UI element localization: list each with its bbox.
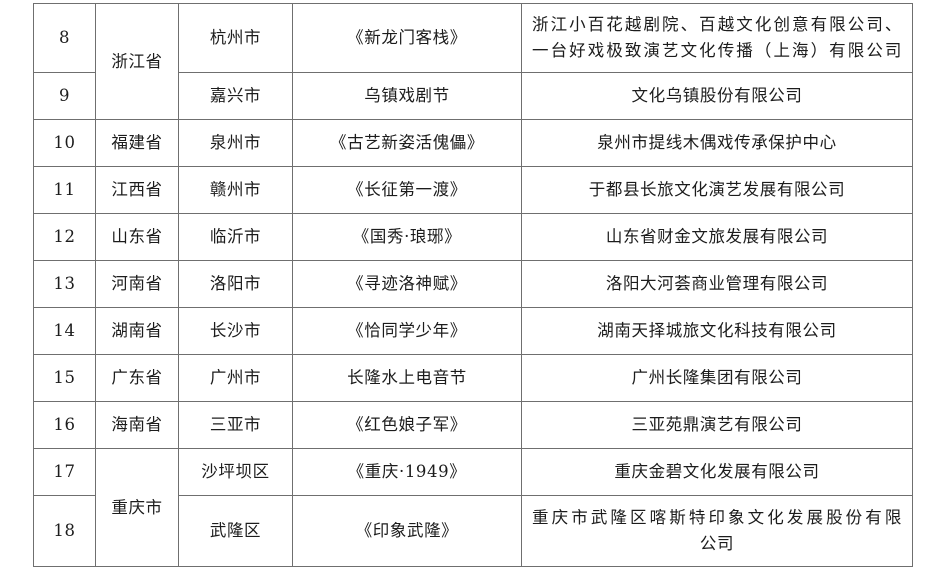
cell-city: 泉州市 (178, 119, 293, 167)
cell-organization: 泉州市提线木偶戏传承保护中心 (521, 119, 913, 167)
cell-organization: 于都县长旅文化演艺发展有限公司 (521, 166, 913, 214)
table-row: 15 广东省 广州市 长隆水上电音节 广州长隆集团有限公司 (33, 354, 913, 402)
table-row: 12 山东省 临沂市 《国秀·琅琊》 山东省财金文旅发展有限公司 (33, 213, 913, 261)
cell-province-merged: 重庆市 (95, 448, 179, 567)
cell-province: 江西省 (95, 166, 179, 214)
project-table: 8 浙江省 杭州市 《新龙门客栈》 浙江小百花越剧院、百越文化创意有限公司、 一… (33, 3, 913, 567)
cell-city: 杭州市 (178, 3, 293, 73)
cell-organization: 重庆金碧文化发展有限公司 (521, 448, 913, 496)
cell-city: 长沙市 (178, 307, 293, 355)
cell-city: 洛阳市 (178, 260, 293, 308)
organization-line-2: 公司 (699, 534, 735, 553)
cell-organization: 洛阳大河荟商业管理有限公司 (521, 260, 913, 308)
cell-organization: 广州长隆集团有限公司 (521, 354, 913, 402)
cell-project: 《新龙门客栈》 (292, 3, 522, 73)
cell-province: 海南省 (95, 401, 179, 449)
cell-city: 沙坪坝区 (178, 448, 293, 496)
page-root: 8 浙江省 杭州市 《新龙门客栈》 浙江小百花越剧院、百越文化创意有限公司、 一… (33, 3, 913, 567)
cell-province: 河南省 (95, 260, 179, 308)
cell-province: 福建省 (95, 119, 179, 167)
table-row: 8 浙江省 杭州市 《新龙门客栈》 浙江小百花越剧院、百越文化创意有限公司、 一… (33, 3, 913, 120)
cell-project: 长隆水上电音节 (292, 354, 522, 402)
cell-city: 武隆区 (178, 495, 293, 567)
organization-line-1: 浙江小百花越剧院、百越文化创意有限公司、 (532, 15, 902, 35)
cell-organization: 三亚苑鼎演艺有限公司 (521, 401, 913, 449)
cell-project: 《寻迹洛神赋》 (292, 260, 522, 308)
cell-number: 9 (33, 72, 96, 120)
cell-number: 11 (33, 166, 96, 214)
cell-organization: 山东省财金文旅发展有限公司 (521, 213, 913, 261)
cell-province: 广东省 (95, 354, 179, 402)
cell-province-merged: 浙江省 (95, 3, 179, 120)
table-row: 13 河南省 洛阳市 《寻迹洛神赋》 洛阳大河荟商业管理有限公司 (33, 260, 913, 308)
cell-organization: 重庆市武隆区喀斯特印象文化发展股份有限 公司 (521, 495, 913, 567)
cell-city: 三亚市 (178, 401, 293, 449)
table-row: 14 湖南省 长沙市 《恰同学少年》 湖南天择城旅文化科技有限公司 (33, 307, 913, 355)
cell-number: 12 (33, 213, 96, 261)
cell-number: 14 (33, 307, 96, 355)
organization-line-2: 一台好戏极致演艺文化传播（上海）有限公司 (532, 41, 902, 60)
cell-organization: 湖南天择城旅文化科技有限公司 (521, 307, 913, 355)
table-row: 10 福建省 泉州市 《古艺新姿活傀儡》 泉州市提线木偶戏传承保护中心 (33, 119, 913, 167)
cell-number: 16 (33, 401, 96, 449)
cell-number: 8 (33, 3, 96, 73)
cell-organization: 文化乌镇股份有限公司 (521, 72, 913, 120)
cell-city: 赣州市 (178, 166, 293, 214)
cell-city: 广州市 (178, 354, 293, 402)
cell-project: 《长征第一渡》 (292, 166, 522, 214)
cell-province: 湖南省 (95, 307, 179, 355)
cell-project: 《国秀·琅琊》 (292, 213, 522, 261)
cell-project: 《印象武隆》 (292, 495, 522, 567)
organization-line-1: 重庆市武隆区喀斯特印象文化发展股份有限 (532, 508, 902, 528)
cell-city: 嘉兴市 (178, 72, 293, 120)
cell-number: 10 (33, 119, 96, 167)
cell-city: 临沂市 (178, 213, 293, 261)
cell-project: 《古艺新姿活傀儡》 (292, 119, 522, 167)
table-row: 17 重庆市 沙坪坝区 《重庆·1949》 重庆金碧文化发展有限公司 (33, 448, 913, 567)
table-row: 11 江西省 赣州市 《长征第一渡》 于都县长旅文化演艺发展有限公司 (33, 166, 913, 214)
cell-project: 乌镇戏剧节 (292, 72, 522, 120)
cell-number: 17 (33, 448, 96, 496)
cell-number: 13 (33, 260, 96, 308)
cell-project: 《重庆·1949》 (292, 448, 522, 496)
cell-project: 《红色娘子军》 (292, 401, 522, 449)
cell-province: 山东省 (95, 213, 179, 261)
cell-number: 18 (33, 495, 96, 567)
table-row: 16 海南省 三亚市 《红色娘子军》 三亚苑鼎演艺有限公司 (33, 401, 913, 449)
table-body: 8 浙江省 杭州市 《新龙门客栈》 浙江小百花越剧院、百越文化创意有限公司、 一… (33, 3, 913, 567)
cell-project: 《恰同学少年》 (292, 307, 522, 355)
cell-number: 15 (33, 354, 96, 402)
cell-organization: 浙江小百花越剧院、百越文化创意有限公司、 一台好戏极致演艺文化传播（上海）有限公… (521, 3, 913, 73)
table-container: 8 浙江省 杭州市 《新龙门客栈》 浙江小百花越剧院、百越文化创意有限公司、 一… (33, 3, 913, 567)
